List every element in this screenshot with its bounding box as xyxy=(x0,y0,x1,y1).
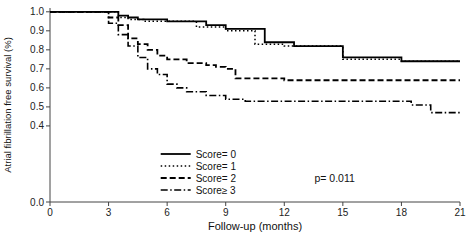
chart: 0 3 6 9 12 15 18 21 0.0 0.4 0.5 0.6 0.7 0.8 0.9 1.0 Foll… xyxy=(0,0,474,236)
x-tick-label: 18 xyxy=(396,207,408,218)
plot-area xyxy=(50,12,460,113)
y-axis-line xyxy=(50,8,51,202)
y-tick xyxy=(46,68,50,69)
y-tick-label: 0.6 xyxy=(30,82,44,93)
legend-label: Score= 2 xyxy=(196,173,237,184)
y-tick-label: 0.7 xyxy=(30,63,44,74)
y-tick-label: 1.0 xyxy=(30,6,44,17)
x-tick xyxy=(401,202,402,206)
x-tick xyxy=(167,202,168,206)
x-tick-label: 9 xyxy=(223,207,229,218)
y-tick xyxy=(46,87,50,88)
survival-curve xyxy=(50,12,460,113)
p-value: p= 0.011 xyxy=(314,172,355,184)
survival-curve xyxy=(50,12,460,61)
x-tick-label: 15 xyxy=(337,207,349,218)
x-tick-label: 12 xyxy=(279,207,291,218)
y-tick xyxy=(46,11,50,12)
y-tick xyxy=(46,125,50,126)
legend-label: Score= 1 xyxy=(196,161,237,172)
legend-label: Score= 0 xyxy=(196,149,237,160)
x-axis-line xyxy=(50,202,460,203)
legend: Score= 0Score= 1Score= 2Score≥ 3 xyxy=(161,149,237,196)
y-tick xyxy=(46,30,50,31)
x-tick xyxy=(50,202,51,206)
y-tick xyxy=(46,106,50,107)
y-axis-label: Atrial fibrillation free survival (%) xyxy=(2,37,13,173)
survival-curve xyxy=(50,12,460,80)
y-tick xyxy=(46,49,50,50)
y-tick-label: 0.9 xyxy=(30,25,44,36)
y-tick-label: 0.8 xyxy=(30,44,44,55)
y-tick-label: 0.0 xyxy=(30,197,44,208)
x-tick-label: 21 xyxy=(454,207,466,218)
y-tick-label: 0.4 xyxy=(30,120,44,131)
x-tick xyxy=(108,202,109,206)
x-tick-label: 3 xyxy=(106,207,112,218)
y-tick-label: 0.5 xyxy=(30,101,44,112)
x-tick xyxy=(225,202,226,206)
x-axis-label: Follow-up (months) xyxy=(208,220,302,232)
x-tick xyxy=(460,202,461,206)
x-tick-label: 0 xyxy=(47,207,53,218)
legend-swatch xyxy=(161,177,191,179)
x-tick xyxy=(284,202,285,206)
legend-swatch xyxy=(161,153,191,155)
legend-label: Score≥ 3 xyxy=(196,185,236,196)
x-tick-label: 6 xyxy=(164,207,170,218)
legend-swatch xyxy=(161,165,191,167)
legend-swatch xyxy=(161,189,191,191)
y-tick xyxy=(46,202,50,203)
survival-curve xyxy=(50,12,460,61)
x-tick xyxy=(342,202,343,206)
